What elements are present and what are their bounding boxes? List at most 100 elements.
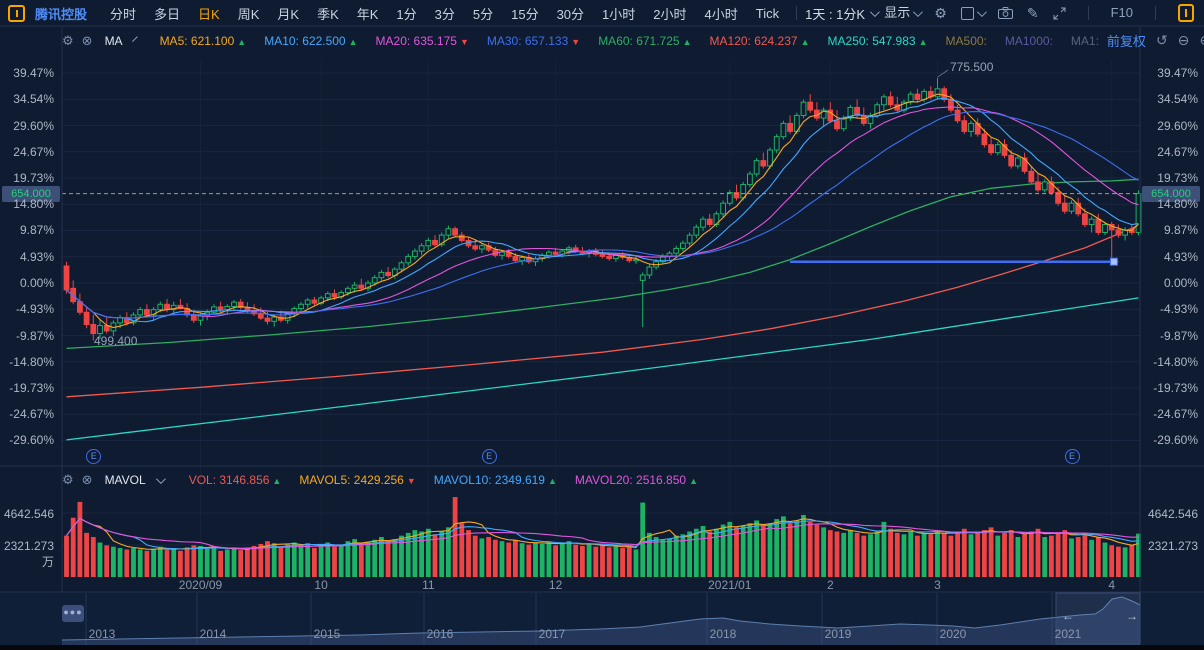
navigator-right-arrow[interactable]: → [1126, 609, 1138, 623]
volume-bar [961, 528, 967, 577]
fullscreen-icon[interactable] [1053, 7, 1066, 20]
volume-bar [479, 538, 485, 577]
arrow-up-icon: ▲ [918, 36, 928, 47]
tab-15分[interactable]: 15分 [511, 6, 539, 22]
indicator-name[interactable]: MA [104, 33, 123, 48]
volume-bar [928, 534, 934, 577]
chevron-down-icon[interactable] [155, 473, 166, 484]
arrow-up-icon: ▲ [272, 476, 282, 486]
volume-bar [399, 535, 404, 577]
drawing-handle[interactable] [1109, 257, 1118, 266]
ma10-line [66, 97, 1139, 323]
volume-bar [97, 542, 103, 577]
tab-5分[interactable]: 5分 [472, 6, 494, 22]
volume-bar [801, 514, 806, 577]
event-marker[interactable]: E [86, 449, 102, 464]
tab-年K[interactable]: 年K [356, 6, 379, 22]
volume-bar [137, 549, 143, 577]
chevron-down-icon[interactable] [131, 36, 138, 42]
stock-name[interactable]: 腾讯控股 [35, 6, 88, 22]
candle-body [237, 301, 244, 308]
event-marker[interactable]: E [1064, 449, 1080, 464]
chevron-down-icon [913, 6, 924, 17]
indicator-name[interactable]: MAVOL [104, 473, 146, 487]
month-label-2021/01: 2021/01 [708, 578, 752, 592]
volume-bar [566, 541, 572, 577]
candle-body [438, 234, 445, 246]
price-tick-left: 0.00% [19, 276, 54, 290]
adjust-mode-button[interactable]: 前复权 [1106, 34, 1146, 49]
tab-多日[interactable]: 多日 [154, 6, 181, 22]
indicator-close-icon[interactable]: ⊗ [81, 32, 93, 48]
candle-body [345, 287, 351, 294]
toolbar-right-group: 显示 ⚙ ✎ F10 [884, 4, 1204, 22]
tab-2小时[interactable]: 2小时 [653, 6, 687, 22]
toolbar-divider [1155, 6, 1156, 20]
volume-bar [881, 521, 887, 577]
volume-bar [258, 543, 264, 577]
candle-body [304, 299, 311, 305]
draw-pencil-icon[interactable]: ✎ [1026, 5, 1039, 21]
candle-body [512, 255, 519, 262]
ma250-line [66, 297, 1139, 441]
tab-30分[interactable]: 30分 [556, 6, 585, 22]
indicator-settings-gear-icon[interactable]: ⚙ [62, 472, 74, 487]
reset-zoom-icon[interactable]: ↺ [1155, 32, 1168, 48]
tab-Tick[interactable]: Tick [755, 5, 780, 21]
indicator-settings-gear-icon[interactable]: ⚙ [62, 32, 74, 48]
tab-1小时[interactable]: 1小时 [602, 6, 636, 22]
volume-bar [774, 519, 780, 577]
tab-4小时[interactable]: 4小时 [704, 6, 738, 22]
navigator-selection-window[interactable] [1055, 592, 1141, 645]
zoom-out-icon[interactable]: ⊖ [1177, 32, 1190, 48]
price-tick-right: 34.54% [1157, 92, 1198, 107]
f10-button[interactable]: F10 [1110, 5, 1133, 20]
tab-日K[interactable]: 日K [198, 6, 220, 22]
volume-bar [1116, 546, 1121, 577]
display-dropdown[interactable]: 显示 [884, 6, 924, 20]
navigator-more-button[interactable]: ●●● [62, 605, 84, 622]
year-label-2014: 2014 [199, 627, 227, 641]
volume-bar [586, 543, 592, 577]
volume-bar [1002, 532, 1007, 577]
layout-dropdown[interactable] [960, 6, 987, 20]
volume-bar [506, 542, 512, 577]
event-marker[interactable]: E [481, 449, 497, 464]
volume-bar [620, 548, 625, 577]
tab-周K[interactable]: 周K [237, 6, 260, 22]
volume-bar [714, 528, 719, 577]
tab-1分[interactable]: 1分 [396, 6, 417, 22]
volume-bar [1082, 534, 1088, 577]
indicator-close-icon[interactable]: ⊗ [81, 472, 93, 487]
volume-bar [781, 516, 786, 577]
candle-body [177, 304, 184, 310]
candle-body [1015, 157, 1021, 167]
candle-body [83, 311, 90, 325]
candle-body [1135, 193, 1142, 233]
tab-3分[interactable]: 3分 [434, 6, 455, 22]
zoom-in-icon[interactable]: ⊕ [1199, 32, 1204, 49]
tab-季K[interactable]: 季K [317, 6, 339, 22]
candle-body [331, 293, 338, 298]
settings-gear-icon[interactable]: ⚙ [934, 5, 947, 21]
arrow-down-icon: ▼ [459, 36, 469, 47]
volume-bar [841, 532, 847, 577]
price-tick-right: 19.73% [1157, 171, 1198, 186]
volume-bar [868, 534, 873, 577]
tab-月K[interactable]: 月K [277, 6, 300, 22]
volume-bar [988, 527, 994, 577]
tab-分时[interactable]: 分时 [110, 6, 137, 22]
candle-body [968, 122, 974, 132]
volume-bar [1129, 544, 1135, 577]
volume-bar [814, 524, 820, 577]
volume-bar [64, 535, 69, 577]
ma-indicator-row: ⚙ ⊗ MA MA5: 621.100 ▲ MA10: 622.500 ▲ MA20: … [62, 31, 1204, 50]
volume-bar [573, 544, 579, 577]
navigator-left-arrow[interactable]: ← [1062, 609, 1074, 623]
low-price-label: 499.400 [94, 334, 138, 348]
screenshot-camera-icon[interactable] [997, 7, 1013, 19]
kline-style-icon[interactable] [1178, 4, 1194, 22]
candle-body [137, 309, 144, 316]
interval-dropdown[interactable]: 1天 : 1分K [805, 4, 880, 23]
